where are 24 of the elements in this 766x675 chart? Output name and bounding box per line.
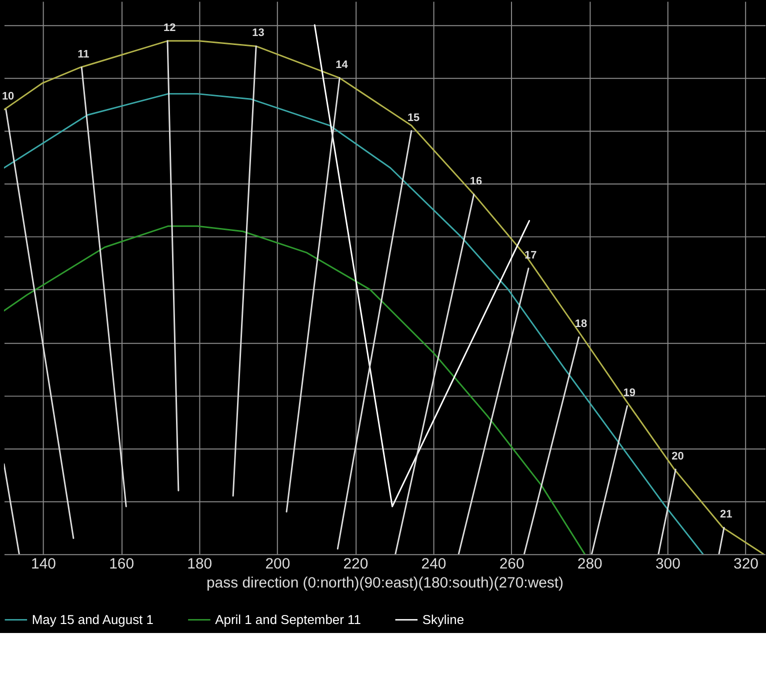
legend-label: May 15 and August 1 <box>32 612 154 627</box>
annotation: 21 <box>720 508 732 521</box>
legend-label: April 1 and September 11 <box>215 612 361 627</box>
x-tick-label: 240 <box>421 556 446 573</box>
annotation: 20 <box>672 450 684 462</box>
x-tick-label: 260 <box>499 556 524 573</box>
legend-label: Skyline <box>422 612 464 627</box>
x-tick-label: 220 <box>343 556 368 573</box>
annotation: 18 <box>574 318 588 330</box>
x-tick-label: 320 <box>734 556 758 573</box>
x-tick-label: 140 <box>31 556 56 573</box>
annotation: 15 <box>407 112 420 124</box>
x-tick-label: 160 <box>109 556 134 573</box>
x-tick-label: 200 <box>265 556 290 573</box>
annotation: 13 <box>252 27 264 40</box>
annotation: 17 <box>524 249 537 262</box>
annotation: 14 <box>336 58 349 71</box>
x-axis-title: pass direction (0:north)(90:east)(180:south)(270:west) <box>206 574 564 592</box>
x-tick-label: 180 <box>187 556 212 573</box>
x-tick-label: 280 <box>577 556 602 573</box>
annotation: 19 <box>623 386 636 399</box>
annotation: 11 <box>78 48 90 60</box>
x-tick-label: 300 <box>655 556 680 573</box>
annotation: 10 <box>2 90 14 103</box>
